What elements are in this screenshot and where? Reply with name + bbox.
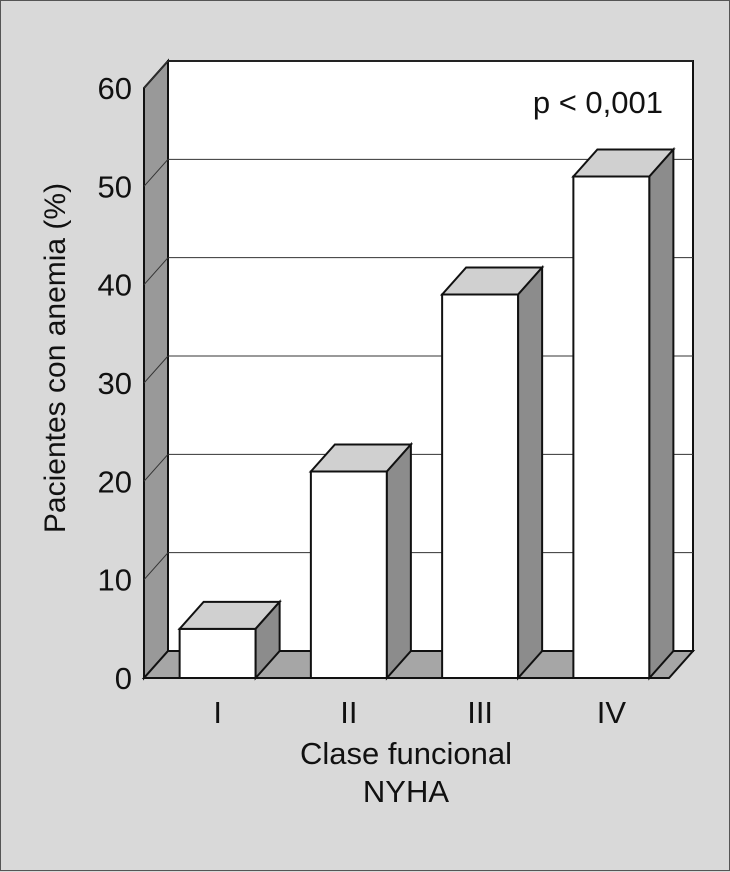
bar-II	[308, 441, 414, 681]
y-tick-label: 50	[98, 169, 132, 204]
gridline-side	[143, 552, 169, 580]
y-tick-label: 40	[98, 268, 132, 303]
gridline-side	[143, 159, 169, 187]
bar-front	[441, 293, 520, 679]
x-axis-label: Clase funcional	[300, 736, 512, 771]
x-tick-label: IV	[597, 695, 627, 730]
x-tick-label: II	[340, 695, 357, 730]
x-tick-labels: I II III IV	[213, 695, 626, 730]
x-tick-label: I	[213, 695, 222, 730]
gridline-side	[143, 257, 169, 285]
y-tick-label: 20	[98, 464, 132, 499]
bar-front	[572, 175, 651, 679]
gridline-side	[143, 355, 169, 384]
bar-side	[254, 599, 281, 681]
bar-III	[439, 264, 545, 681]
x-tick-label: III	[467, 695, 493, 730]
p-value-annotation: p < 0,001	[533, 85, 663, 120]
bar-IV	[571, 146, 676, 681]
bar-front	[178, 627, 257, 679]
bars	[177, 146, 676, 681]
gridline-side	[143, 454, 169, 482]
gridline-side	[143, 60, 169, 89]
bar-side	[517, 264, 544, 681]
bar-side	[648, 146, 675, 681]
y-tick-label: 60	[98, 71, 132, 106]
bar-front	[309, 470, 388, 679]
y-tick-label: 10	[98, 563, 132, 598]
x-axis-label-line2: NYHA	[363, 774, 449, 809]
y-tick-label: 30	[98, 366, 132, 401]
bar-side	[385, 441, 412, 681]
y-tick-labels: 0 10 20 30 40 50 60	[98, 71, 132, 696]
bar-I	[177, 599, 282, 681]
y-axis-label: Pacientes con anemia (%)	[39, 183, 72, 533]
y-tick-label: 0	[115, 661, 132, 696]
